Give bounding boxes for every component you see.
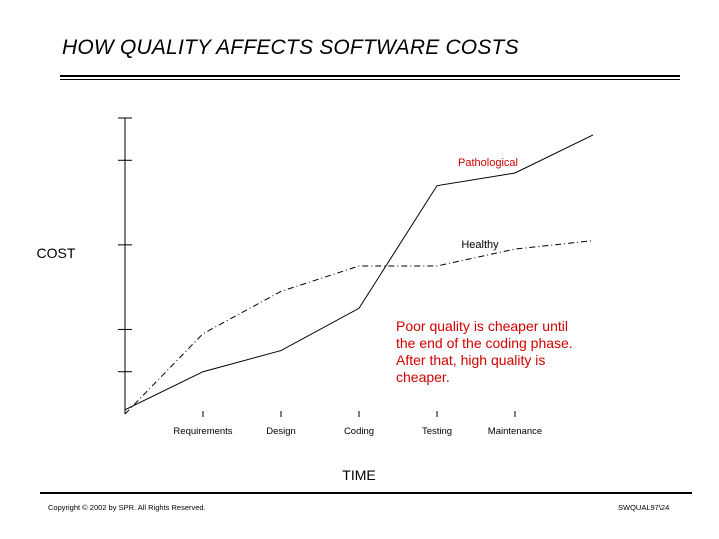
annotation-line: Poor quality is cheaper until [396, 318, 568, 334]
title-rule-thin [60, 79, 680, 80]
annotation-note: Poor quality is cheaper until the end of… [396, 318, 656, 386]
annotation-line: After that, high quality is [396, 352, 546, 368]
x-tick-label: Maintenance [488, 426, 542, 437]
copyright-text: Copyright © 2002 by SPR. All Rights Rese… [48, 503, 206, 512]
slide-title: HOW QUALITY AFFECTS SOFTWARE COSTS [62, 36, 519, 59]
x-axis-label: TIME [342, 467, 375, 483]
series-label: Healthy [461, 239, 499, 251]
x-tick-label: Testing [422, 426, 452, 437]
footer-rule [40, 492, 692, 494]
x-tick-label: Design [266, 426, 296, 437]
annotation-line: the end of the coding phase. [396, 335, 573, 351]
slide-code: SWQUAL97\24 [618, 503, 670, 512]
y-axis-label: COST [37, 245, 76, 261]
x-tick-label: Requirements [173, 426, 232, 437]
title-rule [60, 75, 680, 77]
annotation-line: cheaper. [396, 369, 450, 385]
x-tick-label: Coding [344, 426, 374, 437]
series-label: Pathological [458, 157, 518, 169]
